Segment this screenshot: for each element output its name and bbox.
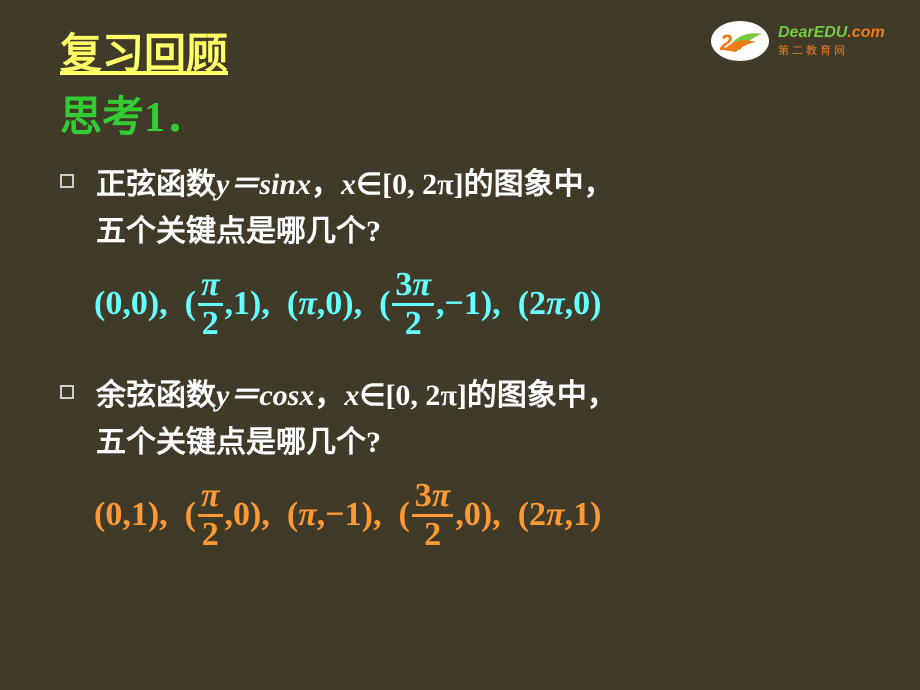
svg-text:2: 2 bbox=[719, 30, 733, 55]
a1-p4b: ,−1), bbox=[436, 285, 501, 322]
a2-p5pi: π bbox=[546, 496, 565, 533]
logo-name-orange: .com bbox=[847, 24, 884, 41]
a2-frac2: 3π2 bbox=[412, 478, 454, 552]
a2-p3pi: π bbox=[298, 496, 317, 533]
q2-pi: π bbox=[440, 379, 456, 412]
a1-p2a: ( bbox=[185, 285, 196, 322]
logo-name-green: DearEDU bbox=[778, 24, 847, 41]
q1-text-pre: 正弦函数 bbox=[96, 168, 216, 201]
question-2: 余弦函数y＝cosx，x∈[0, 2π]的图象中， 五个关键点是哪几个? bbox=[60, 373, 860, 466]
a1-f1-den: 2 bbox=[198, 306, 223, 342]
q1-in: ∈[0, 2 bbox=[356, 168, 437, 201]
a2-p4b: ,0), bbox=[455, 496, 500, 533]
logo-badge: 2 bbox=[710, 20, 770, 62]
a1-f2-den: 2 bbox=[392, 306, 434, 342]
a2-p3b: ,−1), bbox=[317, 496, 382, 533]
a1-p3b: ,0), bbox=[317, 285, 362, 322]
a1-p3pi: π bbox=[298, 285, 317, 322]
a2-p2a: ( bbox=[185, 496, 196, 533]
a2-frac1: π2 bbox=[198, 478, 223, 552]
q2-var: x bbox=[299, 379, 314, 412]
logo: 2 DearEDU.com 第二教育网 bbox=[710, 20, 890, 68]
q2-mid: ， bbox=[314, 379, 344, 412]
q1-pi: π bbox=[437, 168, 453, 201]
a2-f2-num: 3π bbox=[412, 478, 454, 517]
logo-subtitle: 第二教育网 bbox=[778, 42, 885, 58]
q2-post: ]的图象中， bbox=[457, 379, 617, 412]
slide: 复习回顾 思考1． 正弦函数y＝sinx，x∈[0, 2π]的图象中， 五个关键… bbox=[0, 0, 920, 555]
a2-f1-num: π bbox=[198, 478, 223, 517]
q1-mid: ， bbox=[311, 168, 341, 201]
a1-frac2: 3π2 bbox=[392, 267, 434, 341]
a1-p1: (0,0), bbox=[94, 285, 168, 322]
a1-p5a: (2 bbox=[518, 285, 546, 322]
a2-f2-den: 2 bbox=[412, 517, 454, 553]
a2-p2b: ,0), bbox=[225, 496, 270, 533]
q2-x: x bbox=[344, 379, 359, 412]
q1-func: y＝sin bbox=[216, 168, 296, 201]
a1-frac1: π2 bbox=[198, 267, 223, 341]
q2-func: y＝cos bbox=[216, 379, 299, 412]
a1-p5b: ,0) bbox=[565, 285, 602, 322]
answer-1: (0,0), (π2,1), (π,0), (3π2,−1), (2π,0) bbox=[60, 269, 860, 343]
a2-p4a: ( bbox=[398, 496, 409, 533]
a2-p3a: ( bbox=[287, 496, 298, 533]
q1-line2: 五个关键点是哪几个? bbox=[96, 215, 381, 248]
a2-p5a: (2 bbox=[518, 496, 546, 533]
q1-x: x bbox=[341, 168, 356, 201]
a1-p2b: ,1), bbox=[225, 285, 270, 322]
think-title: 思考1． bbox=[60, 83, 860, 144]
a1-f1-num: π bbox=[198, 267, 223, 306]
bullet-icon bbox=[60, 385, 74, 399]
a1-p5pi: π bbox=[546, 285, 565, 322]
q2-line2: 五个关键点是哪几个? bbox=[96, 426, 381, 459]
a1-p4a: ( bbox=[379, 285, 390, 322]
q1-var: x bbox=[296, 168, 311, 201]
a1-p3a: ( bbox=[287, 285, 298, 322]
answer-2: (0,1), (π2,0), (π,−1), (3π2,0), (2π,1) bbox=[60, 480, 860, 554]
question-1: 正弦函数y＝sinx，x∈[0, 2π]的图象中， 五个关键点是哪几个? bbox=[60, 162, 860, 255]
a2-p1: (0,1), bbox=[94, 496, 168, 533]
a1-f2-num: 3π bbox=[392, 267, 434, 306]
a2-p5b: ,1) bbox=[565, 496, 602, 533]
a2-f1-den: 2 bbox=[198, 517, 223, 553]
q2-in: ∈[0, 2 bbox=[359, 379, 440, 412]
logo-text: DearEDU.com 第二教育网 bbox=[778, 24, 885, 58]
q2-text-pre: 余弦函数 bbox=[96, 379, 216, 412]
q1-post: ]的图象中， bbox=[454, 168, 614, 201]
bullet-icon bbox=[60, 174, 74, 188]
